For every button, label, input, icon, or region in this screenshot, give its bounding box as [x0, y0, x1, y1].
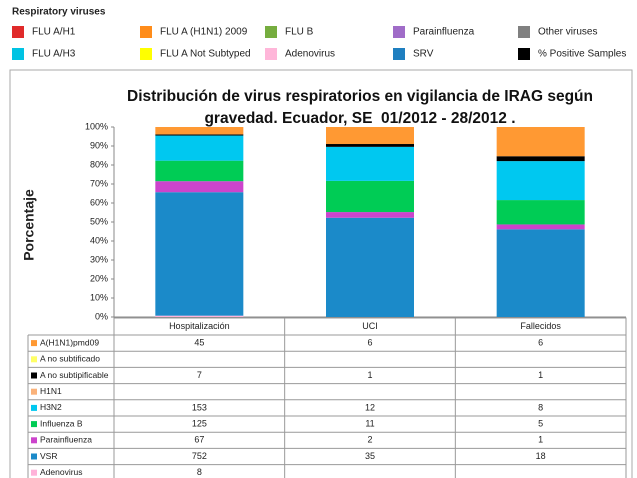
bar-segment [155, 135, 244, 161]
table-header: UCI [362, 321, 378, 331]
table-header: Fallecidos [520, 321, 561, 331]
legend-swatch [265, 48, 277, 60]
table-row-label: H1N1 [40, 386, 62, 396]
table-swatch [31, 340, 37, 347]
table-cell: 8 [197, 467, 202, 477]
table-row-label: A(H1N1)pmd09 [40, 337, 99, 347]
legend-label: Other viruses [538, 27, 597, 38]
table-swatch [31, 437, 37, 444]
bar-segment [155, 160, 244, 182]
legend-swatch [265, 26, 277, 38]
table-row-label: Influenza B [40, 418, 83, 428]
table-cell: 67 [194, 435, 204, 445]
table-swatch [31, 404, 37, 411]
bar-segment [496, 156, 585, 162]
y-tick-label: 90% [90, 140, 108, 150]
table-cell: 1 [538, 435, 543, 445]
y-tick-label: 100% [85, 121, 108, 131]
bar-segment [496, 161, 585, 201]
legend-swatch [518, 48, 530, 60]
table-cell: 752 [192, 451, 207, 461]
legend-swatch [393, 26, 405, 38]
y-tick-label: 0% [95, 311, 108, 321]
table-swatch [31, 469, 37, 476]
table-cell: 125 [192, 418, 207, 428]
legend-label: FLU B [285, 27, 314, 38]
y-tick-label: 50% [90, 216, 108, 226]
y-tick-label: 30% [90, 254, 108, 264]
legend-swatch [393, 48, 405, 60]
y-tick-label: 10% [90, 292, 108, 302]
bar-segment [326, 127, 414, 145]
table-cell: 5 [538, 418, 543, 428]
y-tick-label: 20% [90, 273, 108, 283]
bar-segment [155, 181, 244, 193]
bar-segment [496, 127, 585, 157]
legend-swatch [12, 48, 24, 60]
table-swatch [31, 421, 37, 428]
legend-swatch [140, 26, 152, 38]
table-cell: 7 [197, 370, 202, 380]
table-swatch [31, 453, 37, 460]
bar-segment [326, 217, 414, 317]
legend-label: FLU A/H3 [32, 49, 76, 60]
table-cell: 153 [192, 402, 207, 412]
legend-label: FLU A (H1N1) 2009 [160, 27, 248, 38]
table-cell: 1 [538, 370, 543, 380]
table-cell: 11 [365, 418, 374, 428]
bar-segment [155, 134, 244, 136]
table-cell: 6 [538, 337, 543, 347]
legend-swatch [518, 26, 530, 38]
table-cell: 12 [365, 402, 375, 412]
legend-label: FLU A/H1 [32, 27, 76, 38]
table-cell: 8 [538, 402, 543, 412]
legend-swatch [12, 26, 24, 38]
table-cell: 45 [194, 337, 204, 347]
table-row-label: A no subtipificable [40, 370, 109, 380]
y-axis-label: Porcentaje [21, 189, 37, 261]
table-row-label: VSR [40, 451, 57, 461]
legend-label: Parainfluenza [413, 27, 475, 38]
table-swatch [31, 388, 37, 395]
table-swatch [31, 372, 37, 379]
bar-segment [496, 224, 585, 230]
y-tick-label: 70% [90, 178, 108, 188]
table-swatch [31, 356, 37, 363]
bar-segment [496, 229, 585, 317]
bar-segment [326, 144, 414, 147]
table-cell: 2 [367, 435, 372, 445]
table-row-label: A no subtificado [40, 354, 100, 364]
table-cell: 18 [536, 451, 546, 461]
bar-segment [496, 200, 585, 225]
bar-segment [155, 127, 244, 135]
y-tick-label: 80% [90, 159, 108, 169]
legend-label: FLU A Not Subtyped [160, 49, 251, 60]
table-cell: 6 [367, 337, 372, 347]
bar-segment [326, 146, 414, 181]
legend-swatch [140, 48, 152, 60]
table-row-label: Parainfluenza [40, 435, 92, 445]
legend-label: % Positive Samples [538, 49, 626, 60]
legend-label: Adenovirus [285, 49, 335, 60]
table-row-label: Adenovirus [40, 467, 83, 477]
table-row-label: H3N2 [40, 402, 62, 412]
chart-title: Distribución de virus respiratorios en v… [127, 88, 598, 127]
chart-frame [9, 69, 633, 478]
bar-segment [326, 180, 414, 213]
bar-segment [155, 192, 244, 316]
bar-segment [155, 315, 244, 317]
y-tick-label: 60% [90, 197, 108, 207]
table-cell: 1 [367, 370, 372, 380]
bar-segment [326, 212, 414, 218]
legend-label: SRV [413, 49, 434, 60]
table-header: Hospitalización [169, 321, 230, 331]
y-tick-label: 40% [90, 235, 108, 245]
legend-title: Respiratory viruses [12, 7, 106, 18]
table-cell: 35 [365, 451, 375, 461]
